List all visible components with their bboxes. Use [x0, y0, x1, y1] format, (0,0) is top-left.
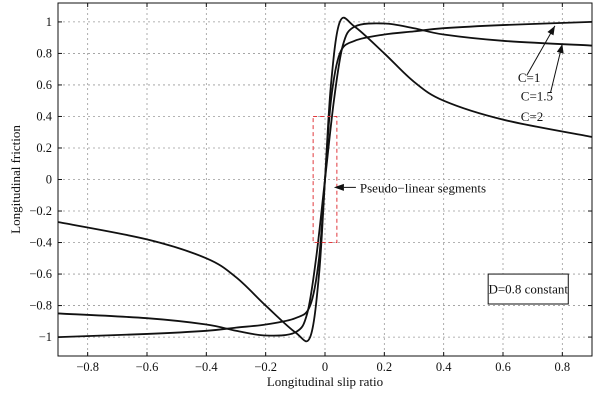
legend-text: D=0.8 constant [488, 282, 568, 297]
y-tick-label: 0 [46, 173, 52, 187]
y-tick-labels: 1 0.8 0.6 0.4 0.2 0 −0.2 −0.4 −0.6 −0.8 −1 [29, 15, 52, 344]
pseudo-linear-label: Pseudo−linear segments [360, 180, 486, 195]
x-tick-label: 0 [322, 360, 328, 374]
plot-frame [57, 2, 593, 357]
curve-label-c2: C=2 [521, 109, 544, 124]
series-line-c-2 [57, 16, 593, 343]
y-tick-label: −0.2 [29, 204, 52, 218]
curve-label-c1: C=1 [518, 70, 541, 85]
x-tick-label: −0.4 [195, 360, 218, 374]
grid-lines [58, 3, 592, 356]
axis-ticks [58, 3, 592, 356]
curve-c1-arrow [526, 25, 556, 76]
legend-box [487, 273, 569, 305]
pseudo-linear-box [312, 115, 338, 244]
curve-c1-arrow-head [547, 25, 555, 36]
x-tick-label: −0.8 [76, 360, 99, 374]
y-tick-label: 0.8 [36, 46, 52, 60]
series-lines [57, 16, 593, 343]
x-tick-label: 0.4 [436, 360, 452, 374]
curve-label-c1-5: C=1.5 [521, 89, 553, 104]
x-tick-labels: −0.8 −0.6 −0.4 −0.2 0 0.2 0.4 0.6 0.8 [76, 360, 570, 374]
y-tick-label: −0.4 [29, 236, 52, 250]
y-axis-label: Longitudinal friction [8, 125, 23, 234]
y-tick-label: −0.8 [29, 299, 52, 313]
x-tick-label: 0.8 [555, 360, 571, 374]
y-tick-label: 1 [46, 15, 52, 29]
y-tick-label: 0.2 [36, 141, 52, 155]
y-tick-label: 0.4 [36, 109, 52, 123]
pseudo-linear-arrow-head [333, 183, 344, 191]
x-tick-label: 0.6 [495, 360, 511, 374]
y-tick-label: −1 [39, 330, 52, 344]
x-tick-label: −0.6 [136, 360, 159, 374]
y-tick-label: −0.6 [29, 267, 52, 281]
x-tick-label: −0.2 [254, 360, 277, 374]
x-axis-label: Longitudinal slip ratio [267, 374, 383, 389]
curve-c1-5-arrow-head [556, 43, 564, 54]
x-tick-label: 0.2 [377, 360, 393, 374]
y-tick-label: 0.6 [36, 78, 52, 92]
